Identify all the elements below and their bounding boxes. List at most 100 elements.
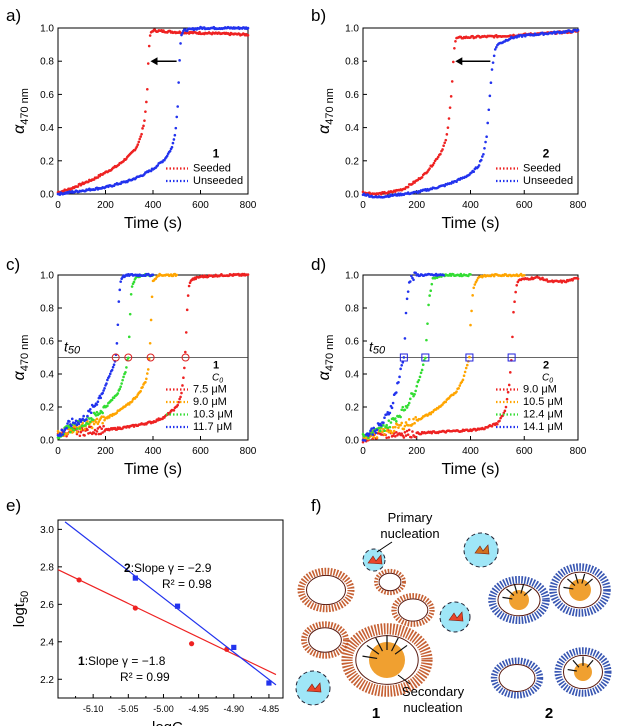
- x-tick-label: 600: [192, 446, 209, 457]
- data-point: [372, 426, 376, 430]
- data-point: [132, 605, 138, 611]
- data-point: [88, 409, 91, 413]
- data-point: [427, 303, 430, 307]
- x-tick-label: 0: [55, 446, 61, 457]
- y-tick-label: 0.2: [345, 156, 359, 167]
- legend-entry: 10.5 μM: [523, 396, 563, 408]
- data-point: [184, 331, 188, 334]
- fiber-ring: [297, 567, 355, 613]
- data-point: [173, 133, 177, 137]
- panel-label-c: c): [6, 255, 21, 274]
- data-point: [475, 279, 479, 282]
- ring-body: [297, 567, 355, 613]
- data-point: [181, 31, 184, 35]
- data-point: [385, 423, 388, 427]
- data-point: [473, 283, 477, 286]
- data-point: [413, 421, 416, 425]
- chart-panel-d: 0 200 400 600 800 0.0 0.2 0.4 0.6 0.8 1.0 Time (s) α…: [316, 271, 587, 479]
- data-point: [545, 278, 549, 281]
- data-point: [182, 376, 185, 380]
- data-point: [506, 390, 510, 394]
- data-point: [512, 310, 515, 314]
- data-point: [387, 419, 391, 422]
- x-tick-label: -5.05: [118, 704, 139, 714]
- y-tick-label: 0.2: [40, 403, 54, 414]
- data-point: [388, 425, 392, 429]
- legend-entry: Seeded: [193, 163, 231, 175]
- data-point: [149, 169, 153, 173]
- data-point: [477, 164, 481, 167]
- data-point: [118, 387, 122, 391]
- data-point: [91, 418, 95, 422]
- data-point: [118, 288, 122, 292]
- y-axis-label: α470 nm: [316, 88, 336, 134]
- t50-label: t50: [369, 339, 386, 357]
- data-point: [86, 414, 89, 418]
- compound-label-2: 2: [545, 705, 553, 722]
- x-tick-label: 0: [55, 200, 61, 211]
- data-point: [414, 435, 417, 439]
- data-point: [472, 170, 476, 173]
- x-tick-label: 400: [145, 446, 162, 457]
- data-point: [379, 192, 383, 196]
- x-axis-label: Time (s): [441, 461, 499, 478]
- data-point: [143, 119, 146, 122]
- legend-subtitle: C0: [542, 373, 553, 385]
- data-point: [508, 371, 512, 374]
- data-point: [406, 424, 410, 427]
- data-point: [435, 276, 439, 280]
- data-point: [393, 435, 397, 438]
- x-tick-label: 200: [408, 200, 425, 211]
- legend-title: 2: [543, 360, 549, 372]
- data-point: [447, 117, 451, 120]
- y-tick-label: 0.0: [345, 190, 359, 201]
- t50-marker: [421, 353, 430, 362]
- ring-inner-edge: [558, 571, 602, 609]
- data-point: [144, 380, 147, 384]
- t50-marker: [181, 353, 190, 362]
- data-point: [482, 152, 485, 156]
- data-point: [361, 432, 365, 436]
- data-point: [144, 110, 147, 113]
- data-point: [391, 434, 395, 438]
- data-point: [135, 395, 139, 398]
- y-tick-label: 2.4: [40, 637, 54, 648]
- data-point: [397, 426, 400, 429]
- ring-body: [554, 647, 612, 697]
- data-point: [454, 39, 457, 43]
- data-point: [89, 407, 92, 411]
- data-point: [65, 426, 68, 430]
- data-point: [429, 289, 433, 293]
- data-point: [145, 377, 148, 381]
- data-point: [172, 409, 176, 412]
- data-point: [399, 415, 402, 419]
- data-point: [108, 374, 111, 378]
- t50-marker: [124, 353, 133, 362]
- data-point: [139, 135, 142, 138]
- y-axis-label-sub: 470 nm: [19, 88, 31, 125]
- ring-body: [490, 657, 544, 699]
- compound-label-1: 1: [372, 705, 380, 722]
- y-tick-label: 1.0: [40, 24, 54, 35]
- data-point: [127, 335, 131, 339]
- data-point: [421, 363, 425, 367]
- data-point: [75, 427, 79, 431]
- data-point: [425, 338, 428, 342]
- ring-inner-edge: [306, 574, 346, 606]
- data-point: [148, 341, 152, 345]
- data-point: [499, 416, 502, 420]
- y-tick-label: 1.0: [345, 271, 359, 282]
- shift-arrow-head: [455, 57, 463, 66]
- secondary-spoke: [506, 588, 515, 596]
- y-tick-label: 0.4: [345, 123, 359, 134]
- x-tick-label: -4.85: [259, 704, 280, 714]
- data-point: [68, 420, 71, 423]
- data-point: [119, 280, 122, 283]
- series-unseeded: [56, 25, 250, 196]
- data-point: [77, 422, 81, 426]
- data-point: [156, 164, 160, 167]
- data-point: [183, 366, 186, 370]
- data-point: [174, 603, 181, 609]
